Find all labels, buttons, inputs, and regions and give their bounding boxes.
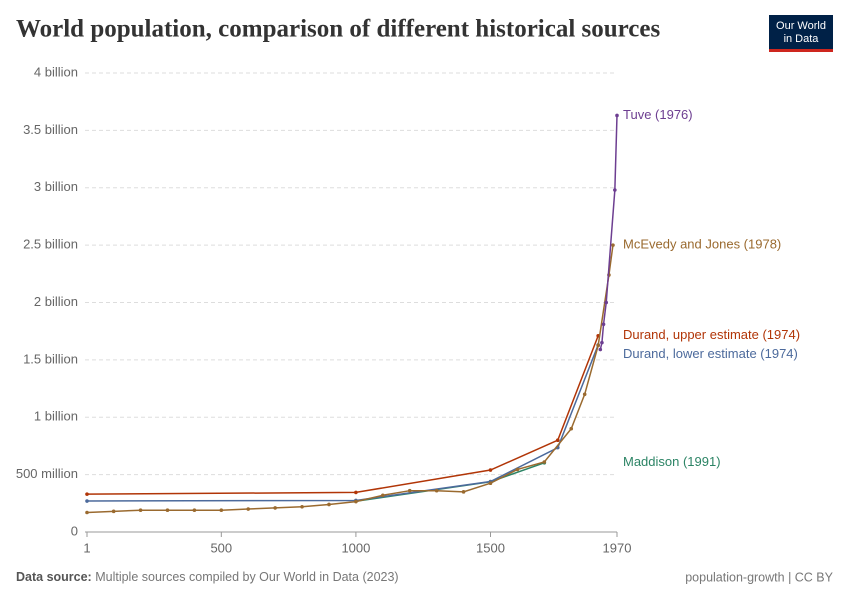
source: Data source: Multiple sources compiled b… xyxy=(16,570,399,584)
legend-label: Durand, upper estimate (1974) xyxy=(623,327,800,342)
series xyxy=(85,333,600,496)
x-tick-label: 1000 xyxy=(341,540,370,555)
point xyxy=(613,188,617,192)
point xyxy=(611,243,615,247)
y-tick-label: 0 xyxy=(71,523,78,538)
y-tick-label: 2.5 billion xyxy=(23,237,78,252)
point xyxy=(138,508,143,512)
point xyxy=(354,490,358,495)
point xyxy=(192,508,197,512)
logo-bar xyxy=(769,49,833,52)
point xyxy=(488,481,493,486)
series xyxy=(85,243,615,515)
point xyxy=(555,438,560,443)
point xyxy=(582,392,587,397)
legend-label: McEvedy and Jones (1978) xyxy=(623,237,781,252)
point xyxy=(515,467,520,472)
point xyxy=(598,347,603,352)
point xyxy=(596,343,600,348)
x-tick-label: 1 xyxy=(83,540,90,555)
license: population-growth | CC BY xyxy=(685,570,833,584)
legend-label: Maddison (1991) xyxy=(623,454,721,469)
logo-box xyxy=(769,15,833,49)
point xyxy=(165,508,170,512)
logo-text: in Data xyxy=(784,33,820,45)
point xyxy=(407,488,412,493)
x-tick-label: 1500 xyxy=(476,540,505,555)
point xyxy=(488,468,493,472)
point xyxy=(615,113,619,118)
point xyxy=(219,508,224,512)
series xyxy=(85,343,600,503)
point xyxy=(327,502,331,507)
point xyxy=(601,322,606,327)
point xyxy=(434,488,439,493)
line xyxy=(86,344,599,502)
source-text: Multiple sources compiled by Our World i… xyxy=(95,570,398,584)
point xyxy=(381,493,385,498)
point xyxy=(569,426,574,431)
point xyxy=(85,492,89,496)
point xyxy=(300,504,304,509)
point xyxy=(85,510,89,515)
point xyxy=(604,300,609,305)
line xyxy=(86,245,614,514)
logo[interactable]: Our World in Data xyxy=(769,15,833,52)
point xyxy=(461,490,466,494)
x-tick-label: 500 xyxy=(210,540,232,555)
point xyxy=(273,506,277,510)
y-tick-label: 2 billion xyxy=(34,294,78,309)
y-tick-label: 3 billion xyxy=(34,179,78,194)
point xyxy=(246,507,251,511)
y-tick-label: 1.5 billion xyxy=(23,351,78,366)
point xyxy=(600,340,604,345)
y-tick-label: 1 billion xyxy=(34,409,78,424)
legend-label: Durand, lower estimate (1974) xyxy=(623,346,798,361)
logo-text: Our World xyxy=(776,20,826,32)
point xyxy=(542,460,547,464)
point xyxy=(354,499,358,504)
x-tick-label: 1970 xyxy=(603,540,632,555)
point xyxy=(85,499,89,503)
y-tick-label: 500 million xyxy=(16,466,78,481)
source-label: Data source: xyxy=(16,570,92,584)
y-tick-label: 4 billion xyxy=(34,64,78,79)
legend-label: Tuve (1976) xyxy=(623,107,693,122)
point xyxy=(111,509,116,514)
y-tick-label: 3.5 billion xyxy=(23,122,78,137)
chart-title: World population, comparison of differen… xyxy=(16,16,660,43)
series xyxy=(598,113,619,352)
